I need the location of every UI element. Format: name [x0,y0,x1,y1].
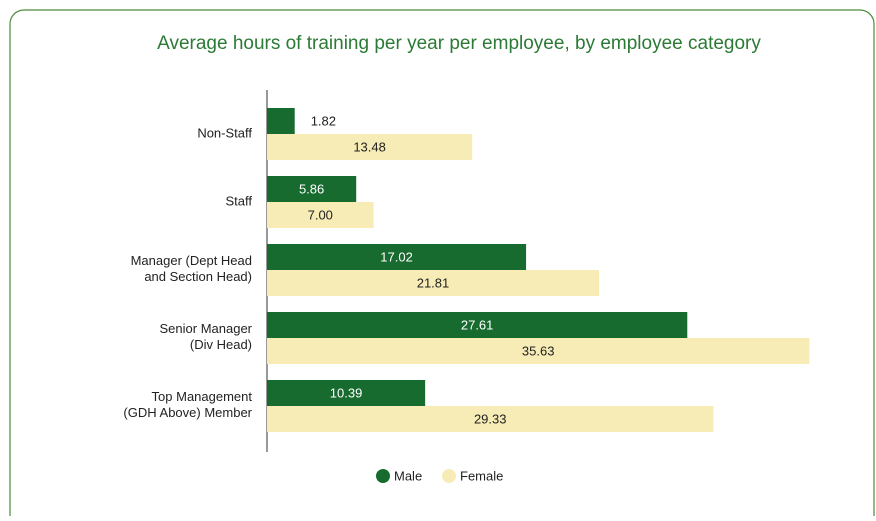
y-tick-label: Staff [225,193,252,208]
data-label: 17.02 [380,249,413,264]
bar [267,312,688,338]
bar [267,176,357,202]
legend-swatch [442,469,456,483]
legend-swatch [376,469,390,483]
bar [267,406,714,432]
data-label: 21.81 [417,275,450,290]
data-label: 10.39 [330,385,363,400]
data-label: 7.00 [308,207,333,222]
bar [267,338,810,364]
data-label: 5.86 [299,181,324,196]
data-label: 29.33 [474,411,507,426]
chart-title: Average hours of training per year per e… [157,33,761,54]
legend-label: Male [394,468,422,483]
y-tick-label: Non-Staff [197,125,252,140]
bar [267,380,426,406]
bar [267,270,599,296]
y-tick-label: Manager (Dept Head and Section Head) [131,253,252,284]
data-label: 35.63 [522,343,555,358]
bar [267,244,527,270]
data-label: 27.61 [461,317,494,332]
data-label: 13.48 [353,139,386,154]
legend-label: Female [460,468,503,483]
bar [267,134,473,160]
y-tick-label: Senior Manager (Div Head) [160,321,253,352]
bar [267,108,295,134]
bar [267,202,374,228]
y-tick-label: Top Management (GDH Above) Member [123,389,252,420]
data-label: 1.82 [311,113,336,128]
